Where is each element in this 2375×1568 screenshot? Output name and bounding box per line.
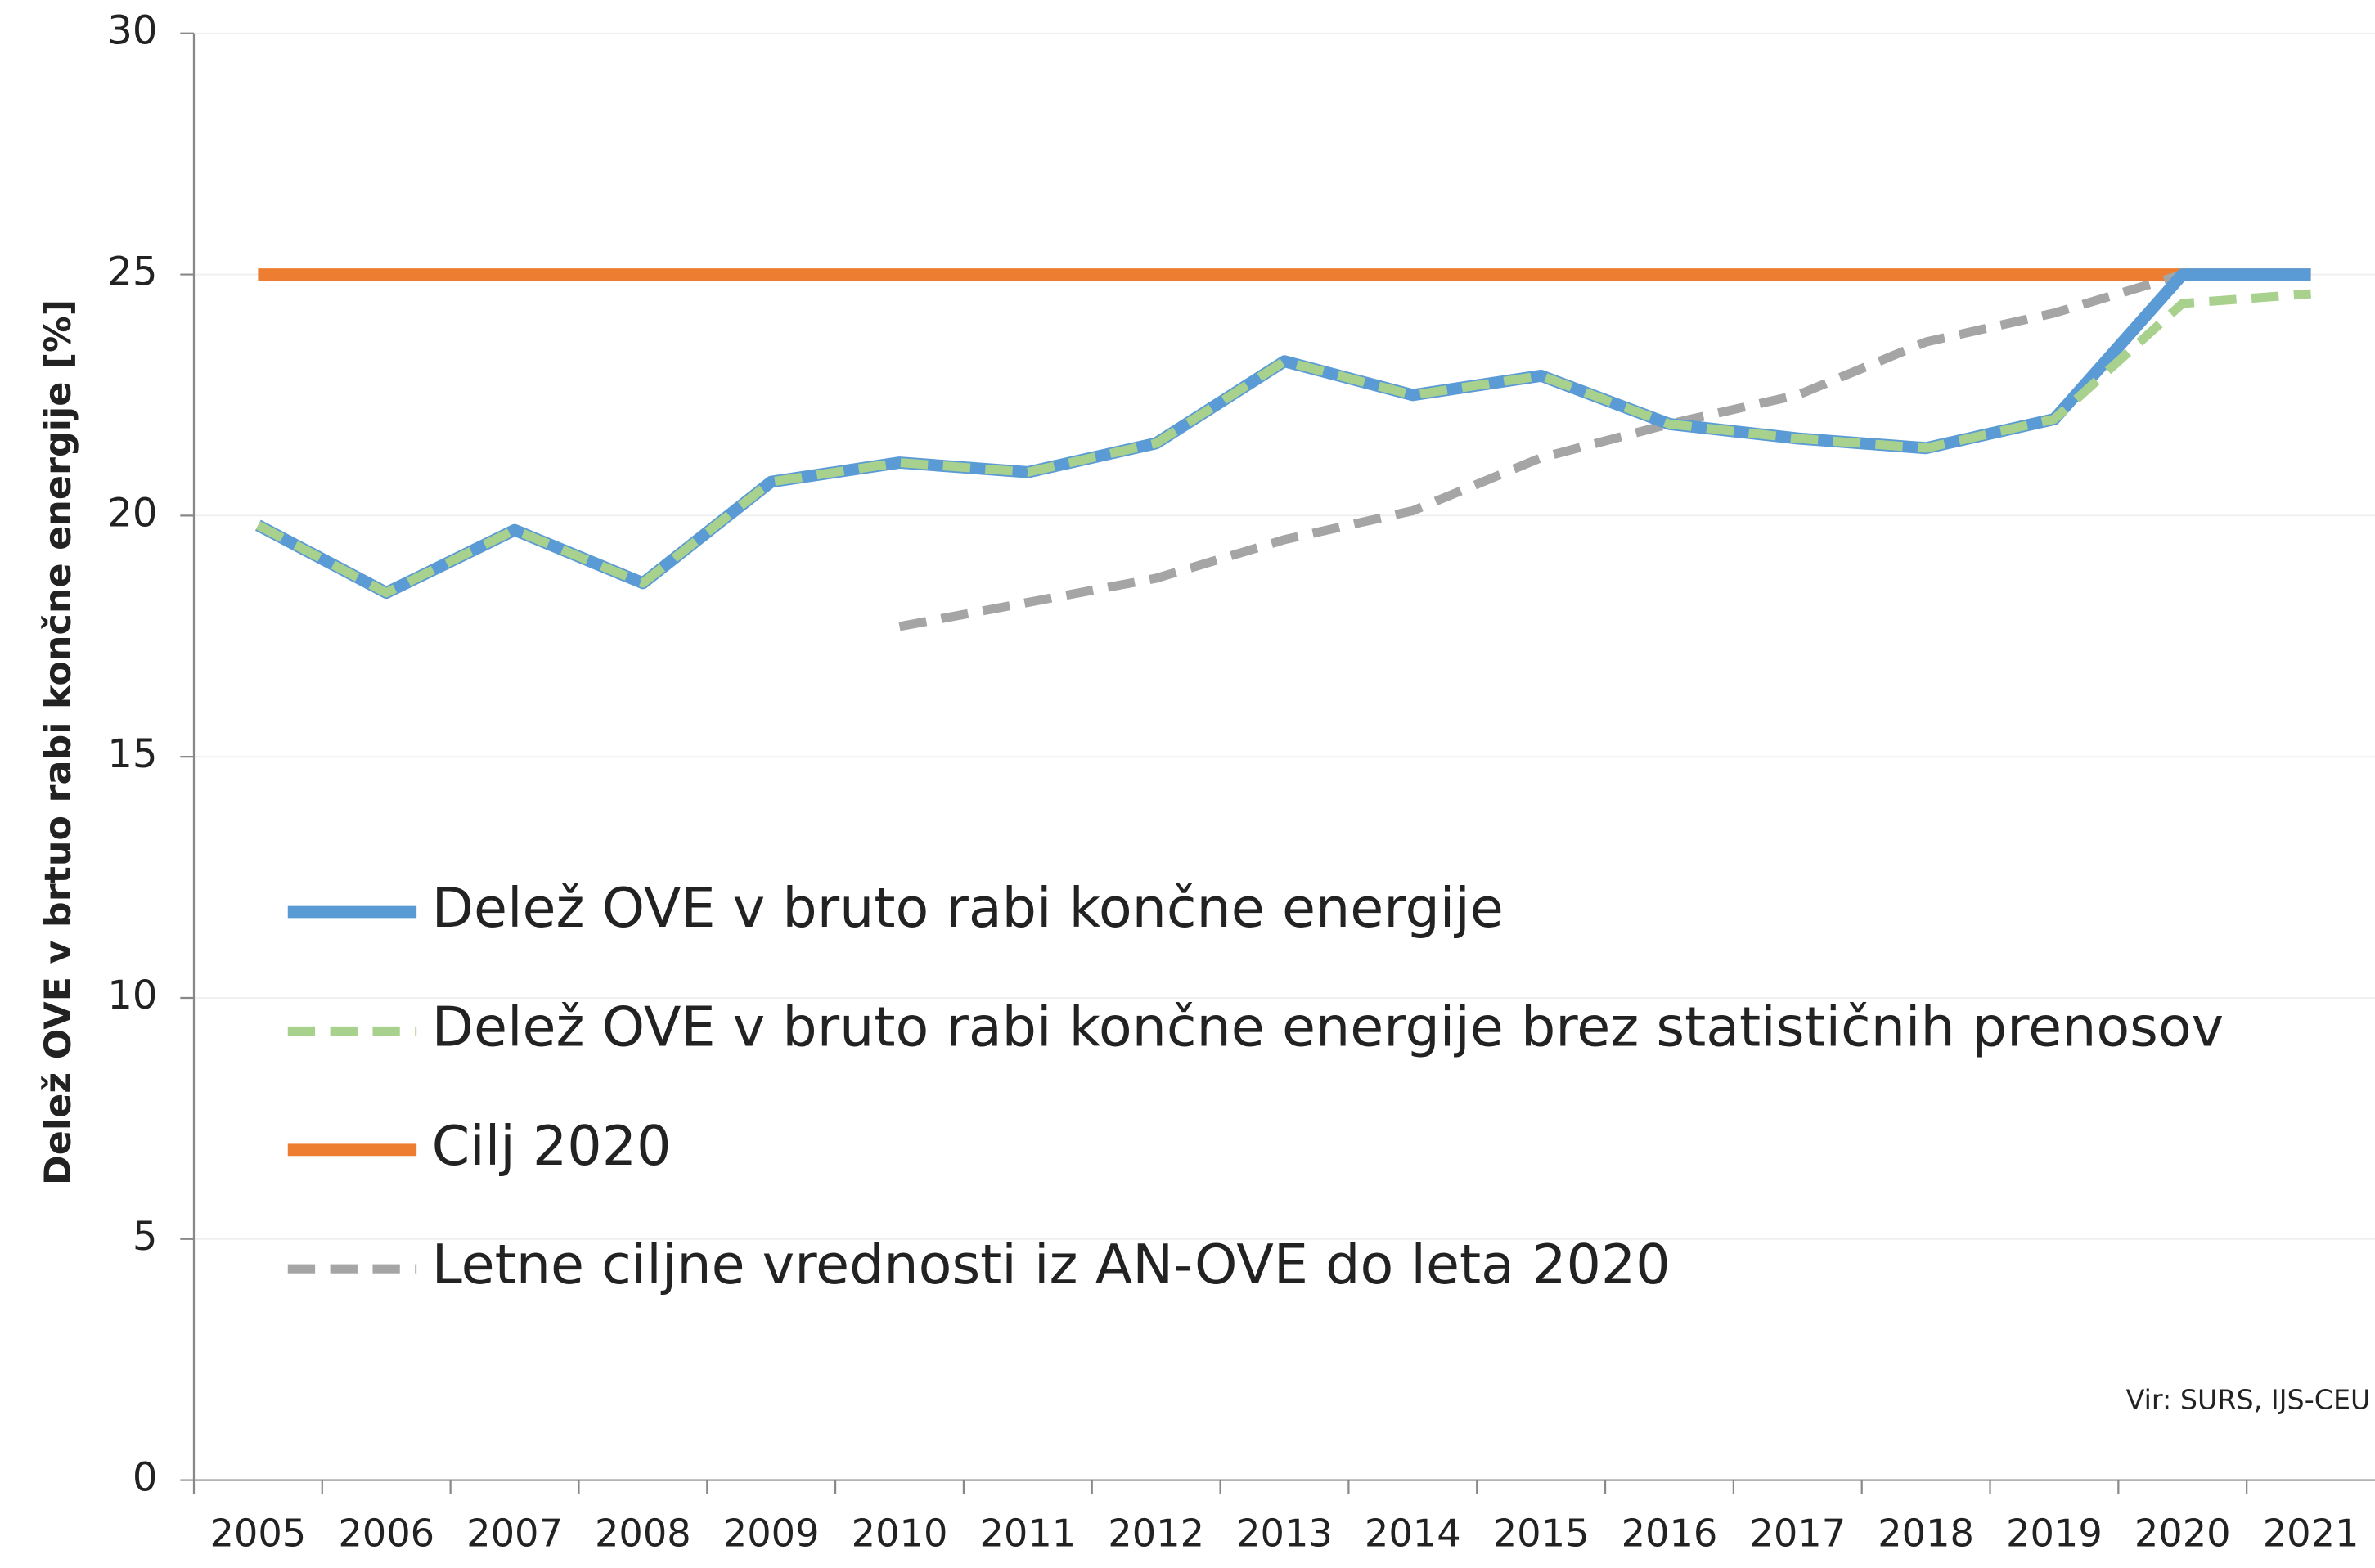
x-tick-label: 2006 xyxy=(338,1512,434,1556)
x-tick-label: 2019 xyxy=(2006,1512,2103,1556)
x-tick-label: 2018 xyxy=(1878,1512,1974,1556)
series-line xyxy=(255,289,2312,598)
y-tick-label: 10 xyxy=(107,973,157,1018)
series-line xyxy=(898,270,2184,631)
x-tick-label: 2007 xyxy=(466,1512,563,1556)
y-tick-label: 30 xyxy=(107,8,157,54)
x-tick-label: 2009 xyxy=(723,1512,820,1556)
x-tick-label: 2017 xyxy=(1749,1512,1846,1556)
x-tick-label: 2015 xyxy=(1493,1512,1590,1556)
x-tick-label: 2005 xyxy=(210,1512,307,1556)
y-tick-label: 0 xyxy=(133,1455,158,1501)
x-tick-label: 2014 xyxy=(1365,1512,1461,1556)
x-tick-label: 2016 xyxy=(1622,1512,1718,1556)
x-tick-label: 2012 xyxy=(1108,1512,1204,1556)
x-tick-label: 2013 xyxy=(1236,1512,1333,1556)
y-tick-label: 15 xyxy=(107,731,157,777)
legend-label: Cilj 2020 xyxy=(432,1114,672,1178)
y-tick-label: 25 xyxy=(107,249,157,295)
y-tick-label: 20 xyxy=(107,490,157,536)
x-tick-label: 2021 xyxy=(2263,1512,2359,1556)
legend-label: Delež OVE v bruto rabi končne energije b… xyxy=(432,995,2224,1058)
x-tick-label: 2008 xyxy=(595,1512,691,1556)
x-tick-label: 2010 xyxy=(852,1512,948,1556)
legend-label: Delež OVE v bruto rabi končne energije xyxy=(432,876,1504,940)
y-tick-label: 5 xyxy=(133,1214,158,1260)
annotation: Vir: SURS, IJS-CEU xyxy=(2126,1384,2371,1416)
x-tick-label: 2011 xyxy=(979,1512,1076,1556)
y-axis-title: Delež OVE v brtuo rabi končne energije [… xyxy=(38,299,79,1185)
legend-label: Letne ciljne vrednosti iz AN-OVE do leta… xyxy=(432,1233,1671,1296)
x-tick-label: 2020 xyxy=(2134,1512,2231,1556)
